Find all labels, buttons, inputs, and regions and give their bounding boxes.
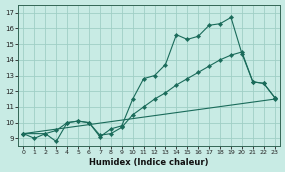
X-axis label: Humidex (Indice chaleur): Humidex (Indice chaleur) — [89, 158, 209, 167]
